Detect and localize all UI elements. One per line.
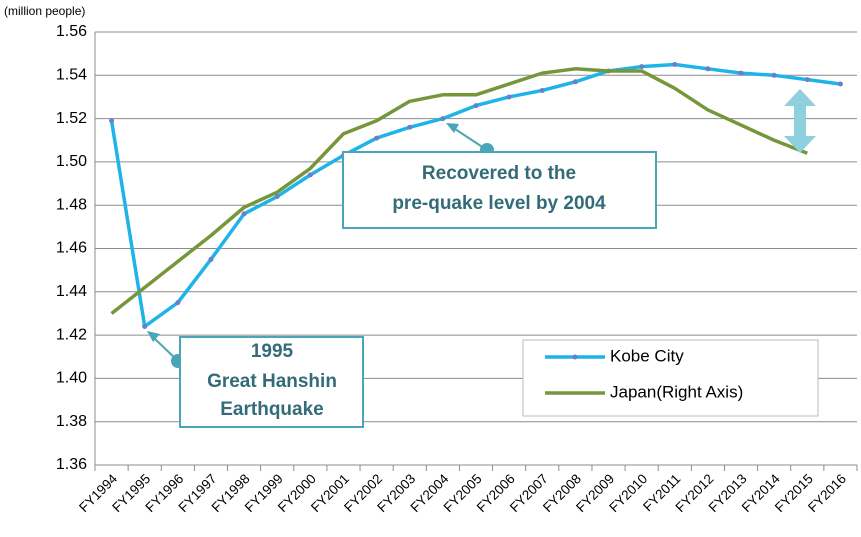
series-line: [110, 67, 808, 315]
point: [639, 64, 645, 70]
point: [175, 300, 181, 306]
point: [506, 94, 512, 100]
point: [208, 256, 214, 262]
point: [837, 81, 843, 87]
point: [109, 118, 115, 124]
point: [407, 124, 413, 130]
y-tick-label: 1.36: [56, 456, 87, 473]
point: [142, 323, 148, 329]
annotation-text: Recovered to the: [422, 163, 576, 184]
point: [804, 77, 810, 83]
point: [307, 172, 313, 178]
legend-marker: [572, 354, 578, 360]
point: [440, 116, 446, 122]
annotation-text: Great Hanshin: [207, 371, 337, 392]
legend-label: Kobe City: [610, 346, 684, 365]
point: [241, 211, 247, 217]
annotation-text: pre-quake level by 2004: [392, 193, 606, 214]
legend-label: Japan(Right Axis): [610, 382, 743, 401]
annotation-quake: 1995 Great Hanshin Earthquake: [147, 331, 364, 428]
annotation-box: [342, 151, 657, 229]
annotation-box: [179, 336, 364, 428]
point: [771, 72, 777, 78]
y-tick-label: 1.52: [56, 110, 87, 127]
annotation-recovered: Recovered to the pre-quake level by 2004: [342, 123, 657, 229]
annotation-text: 1995: [251, 341, 294, 362]
y-tick-label: 1.48: [56, 196, 87, 213]
y-tick-label: 1.54: [56, 67, 87, 84]
y-tick-label: 1.50: [56, 153, 87, 170]
point: [705, 66, 711, 72]
y-axis-label: (million people): [4, 4, 85, 18]
y-tick-label: 1.44: [56, 283, 87, 300]
point: [539, 87, 545, 93]
annotation-arrowhead: [147, 331, 160, 342]
y-tick-label: 1.46: [56, 240, 87, 257]
point: [274, 194, 280, 200]
annotation-arrowhead: [446, 123, 459, 133]
point: [473, 103, 479, 109]
legend-box: [522, 339, 819, 417]
point: [738, 70, 744, 76]
point: [572, 79, 578, 85]
point: [672, 61, 678, 67]
annotation-text: Earthquake: [220, 399, 323, 420]
y-tick-label: 1.40: [56, 370, 87, 387]
y-tick-label: 1.42: [56, 326, 87, 343]
y-tick-label: 1.56: [56, 23, 87, 40]
y-tick-label: 1.38: [56, 413, 87, 430]
point: [374, 135, 380, 141]
gap-arrow: [784, 89, 816, 153]
double-arrow: [784, 89, 816, 153]
